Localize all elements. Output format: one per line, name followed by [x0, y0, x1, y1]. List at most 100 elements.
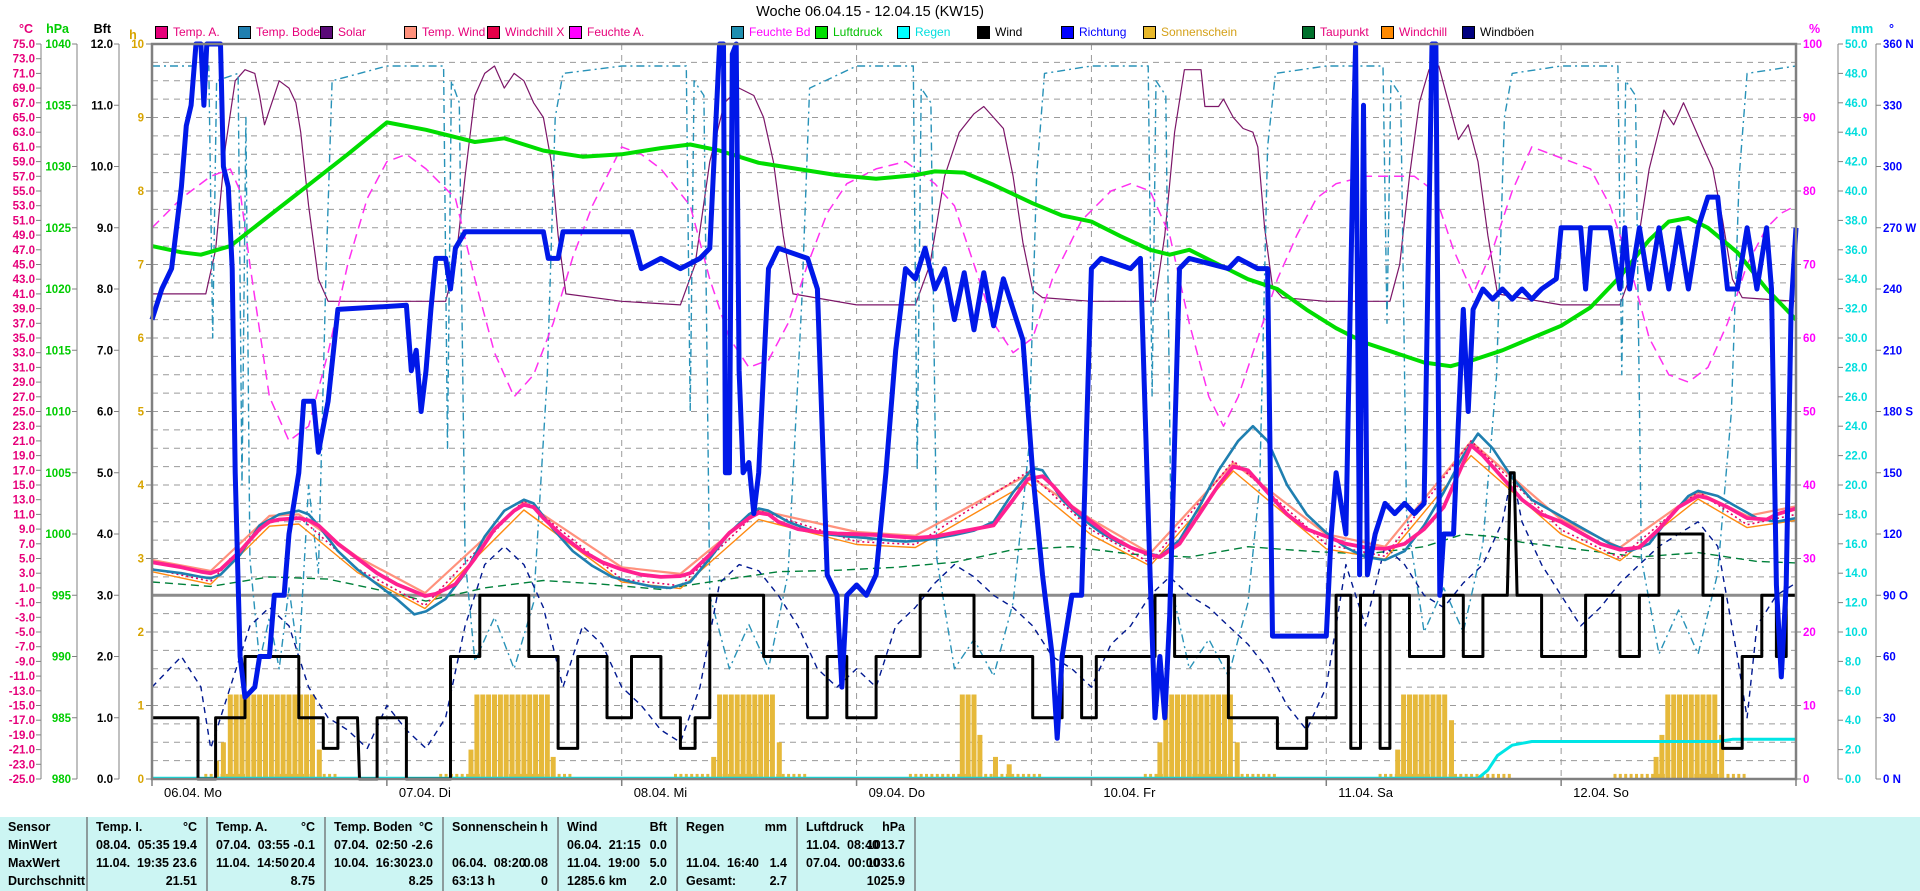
svg-text:-17.0: -17.0: [9, 715, 35, 727]
table-max-datetime: 11.04. 16:40: [686, 856, 759, 870]
table-col-regen: Regen mm 11.04. 16:40 1.4 Gesamt: 2.7: [676, 817, 796, 891]
svg-text:30.0: 30.0: [1845, 333, 1867, 345]
sunshine-bars: [204, 694, 1746, 780]
legend-label-wind: Wind: [995, 24, 1023, 39]
svg-text:06.04. Mo: 06.04. Mo: [164, 785, 222, 800]
svg-text:1010: 1010: [45, 407, 71, 419]
svg-text:2.0: 2.0: [97, 652, 113, 664]
svg-text:7: 7: [138, 260, 144, 272]
table-avg-row: 63:13 h 0: [444, 872, 557, 890]
svg-text:8: 8: [138, 186, 145, 198]
svg-text:16.0: 16.0: [1845, 539, 1867, 551]
svg-text:-11.0: -11.0: [9, 671, 35, 683]
svg-text:985: 985: [52, 713, 72, 725]
svg-text:-23.0: -23.0: [9, 759, 35, 771]
table-col-header: Temp. Boden: [334, 820, 413, 834]
table-col-unit: mm: [764, 820, 787, 834]
series-feuchte_a: [151, 146, 1797, 442]
svg-text:-1.0: -1.0: [15, 598, 35, 610]
legend-item-temp-a: Temp. A.: [155, 25, 220, 39]
table-max-datetime: 06.04. 08:20: [452, 856, 526, 870]
svg-text:6: 6: [138, 333, 144, 345]
legend-swatch-wind: [977, 25, 990, 39]
svg-text:40.0: 40.0: [1845, 186, 1867, 198]
table-col-temp-a: Temp. A. °C 07.04. 03:55 -0.1 11.04. 14:50 20…: [206, 817, 324, 891]
svg-text:8.0: 8.0: [97, 284, 113, 296]
legend-item-windboeen: Windböen: [1462, 25, 1534, 39]
legend-label-regen: Regen: [915, 24, 951, 39]
svg-text:7.0: 7.0: [19, 539, 35, 551]
svg-text:36.0: 36.0: [1845, 245, 1867, 257]
svg-text:73.0: 73.0: [13, 54, 35, 66]
svg-text:15.0: 15.0: [13, 480, 35, 492]
svg-text:47.0: 47.0: [13, 245, 35, 257]
svg-text:10.0: 10.0: [91, 162, 113, 174]
svg-text:6.0: 6.0: [1845, 686, 1861, 698]
svg-text:50: 50: [1803, 407, 1816, 419]
table-min-row: 07.04. 02:50 -2.6: [326, 836, 442, 854]
axis-mm: 50.0 48.0 46.0 44.0 42.0 40.0 38.0 36.0 34.0 32.0…: [1837, 22, 1873, 786]
legend-item-sonnenschein: Sonnenschein: [1143, 25, 1237, 39]
svg-text:45.0: 45.0: [13, 260, 35, 272]
svg-text:23.0: 23.0: [13, 421, 35, 433]
svg-text:5.0: 5.0: [19, 554, 35, 566]
svg-text:1020: 1020: [45, 284, 71, 296]
svg-text:21.0: 21.0: [13, 436, 35, 448]
series-luftdruck: [151, 120, 1798, 369]
legend-item-windchill: Windchill: [1381, 25, 1447, 39]
table-row-label-text: Durchschnitt: [8, 874, 86, 888]
legend-label-windchill: Windchill: [1399, 24, 1448, 39]
legend-swatch-taupunkt: [1302, 25, 1315, 39]
svg-text:30: 30: [1883, 713, 1896, 725]
svg-text:-19.0: -19.0: [9, 730, 35, 742]
svg-text:26.0: 26.0: [1845, 392, 1867, 404]
table-max-row: 11.04. 16:40 1.4: [678, 854, 796, 872]
table-col-sonnenschein: Sonnenschein h 06.04. 08:20 0.08 63:13 h 0: [442, 817, 557, 891]
table-max-value: 23.6: [172, 856, 197, 870]
svg-text:61.0: 61.0: [13, 142, 35, 154]
legend-swatch-richtung: [1061, 25, 1074, 39]
svg-text:50.0: 50.0: [1845, 39, 1867, 51]
table-avg-row: Gesamt: 2.7: [678, 872, 796, 890]
svg-text:1.0: 1.0: [97, 713, 113, 725]
summary-table: Sensor MinWert MaxWert Durchschnitt Temp. I.…: [0, 817, 1920, 891]
legend-item-feuchte-bd: Feuchte Bd: [731, 25, 810, 39]
svg-text:0: 0: [1803, 774, 1809, 786]
svg-text:-13.0: -13.0: [9, 686, 35, 698]
svg-text:h: h: [129, 28, 137, 42]
table-max-datetime: 11.04. 19:35: [96, 856, 169, 870]
svg-text:30: 30: [1803, 554, 1816, 566]
svg-text:20.0: 20.0: [1845, 480, 1867, 492]
table-row-label: MinWert: [0, 836, 86, 854]
table-col-unit: hPa: [882, 820, 905, 834]
svg-text:mm: mm: [1851, 22, 1873, 36]
series-regen: [152, 737, 1796, 780]
table-avg-row: 1025.9: [798, 872, 914, 890]
svg-text:12.0: 12.0: [91, 39, 113, 51]
svg-text:60: 60: [1883, 652, 1896, 664]
legend-label-luftdruck: Luftdruck: [833, 24, 883, 39]
svg-text:300: 300: [1883, 162, 1902, 174]
table-min-row: 11.04. 08:40 1013.7: [798, 836, 914, 854]
table-avg-row: 8.25: [326, 872, 442, 890]
table-min-datetime: 11.04. 08:40: [806, 838, 879, 852]
svg-text:42.0: 42.0: [1845, 157, 1867, 169]
table-max-row: 11.04. 19:35 23.6: [88, 854, 206, 872]
table-header-row: Temp. A. °C: [208, 818, 324, 836]
table-max-value: 1.4: [769, 856, 787, 870]
svg-text:-15.0: -15.0: [9, 701, 35, 713]
svg-text:3: 3: [138, 554, 144, 566]
series-windboeen: [151, 472, 1797, 750]
legend-swatch-feuchte-bd: [731, 25, 744, 39]
svg-text:67.0: 67.0: [13, 98, 35, 110]
legend-label-windboeen: Windböen: [1480, 24, 1535, 39]
svg-text:980: 980: [52, 774, 71, 786]
legend-label-feuchte-bd: Feuchte Bd: [749, 24, 811, 39]
svg-text:1000: 1000: [45, 529, 71, 541]
table-col-unit: °C: [182, 820, 197, 834]
svg-text:60: 60: [1803, 333, 1816, 345]
table-avg-row: 8.75: [208, 872, 324, 890]
table-min-datetime: 07.04. 03:55: [216, 838, 290, 852]
table-col-unit: h: [540, 820, 548, 834]
table-header-row: Regen mm: [678, 818, 796, 836]
